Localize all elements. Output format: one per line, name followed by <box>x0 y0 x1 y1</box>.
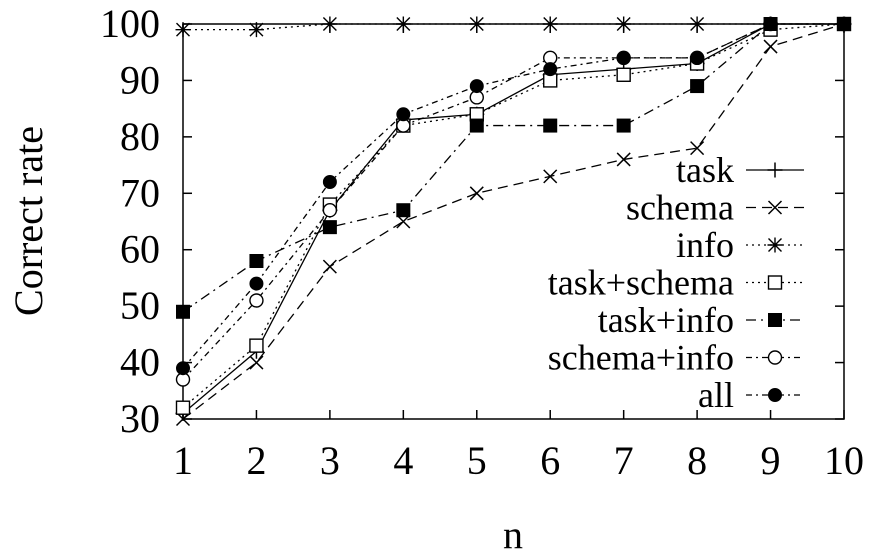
data-point-all <box>322 175 337 189</box>
legend-marker <box>767 162 783 178</box>
data-point-schema <box>763 39 778 54</box>
data-point-schema <box>322 259 337 274</box>
x-tick-label: 5 <box>467 438 487 483</box>
y-tick-label: 50 <box>120 283 160 328</box>
legend-label: all <box>698 375 734 415</box>
data-point-info <box>175 22 191 38</box>
data-point-schema-plus-info <box>322 203 338 218</box>
data-point-task-plus-info <box>543 118 558 133</box>
x-tick-label: 10 <box>824 438 864 483</box>
y-axis-label: Correct rate <box>6 126 51 316</box>
x-tick-label: 7 <box>614 438 634 483</box>
data-point-task-plus-schema <box>249 338 264 353</box>
x-tick-label: 1 <box>173 438 193 483</box>
legend-marker <box>767 275 783 290</box>
x-tick-label: 2 <box>246 438 266 483</box>
data-point-task-plus-info <box>249 254 264 268</box>
legend-label: info <box>676 225 734 265</box>
data-point-task-plus-info <box>690 79 705 94</box>
data-series <box>175 16 852 427</box>
data-point-schema <box>690 141 705 156</box>
data-point-task-plus-info <box>616 118 631 133</box>
data-point-all <box>396 107 411 122</box>
plot-frame <box>182 23 845 420</box>
x-tick-label: 9 <box>761 438 781 483</box>
data-point-task-plus-info <box>176 304 190 319</box>
series-schema-plus-info <box>175 16 852 387</box>
legend-marker <box>767 237 783 253</box>
legend-marker <box>768 313 782 327</box>
series-task-plus-info <box>176 17 851 319</box>
x-tick-label: 8 <box>687 438 707 483</box>
series-line-task-plus-schema <box>182 23 845 409</box>
data-point-info <box>469 16 485 32</box>
data-point-schema <box>543 169 558 184</box>
axis-ticks: 1 2 3 4 5 6 7 8 9 10 30 40 50 60 70 80 90 100 <box>100 1 864 483</box>
data-point-task-plus-info <box>469 118 484 133</box>
data-point-task-plus-schema <box>175 400 191 415</box>
data-point-all <box>616 50 631 65</box>
data-point-all <box>469 79 484 94</box>
data-point-info <box>542 16 558 32</box>
data-point-all <box>837 17 851 31</box>
x-tick-label: 6 <box>540 438 560 483</box>
data-point-all <box>543 62 558 77</box>
x-tick-label: 4 <box>393 438 413 483</box>
data-point-task-plus-info <box>322 220 337 235</box>
y-tick-label: 100 <box>100 1 160 46</box>
y-tick-label: 60 <box>120 227 160 272</box>
data-point-all <box>249 276 264 291</box>
legend-item-task-plus-schema: task+schema <box>548 263 804 303</box>
y-tick-label: 30 <box>120 396 160 441</box>
y-tick-label: 90 <box>120 57 160 102</box>
legend-label: schema+info <box>548 338 734 378</box>
legend-label: schema <box>626 188 734 228</box>
series-line-task <box>182 23 844 414</box>
series-line-all <box>182 23 844 369</box>
series-all <box>176 17 851 376</box>
data-point-task-plus-info <box>396 203 411 218</box>
y-tick-label: 70 <box>120 170 160 215</box>
legend-marker <box>768 388 782 402</box>
data-point-schema-plus-info <box>249 293 264 308</box>
data-point-info <box>395 16 411 32</box>
data-point-schema <box>616 152 631 167</box>
legend: taskschemainfotask+schematask+infoschema… <box>548 150 804 415</box>
legend-marker <box>767 350 783 365</box>
legend-item-task-plus-info: task+info <box>598 300 804 340</box>
data-point-schema <box>469 186 484 201</box>
data-point-task-plus-schema <box>616 67 631 82</box>
data-point-all <box>690 50 705 65</box>
data-point-info <box>248 22 264 38</box>
x-axis-label: n <box>503 512 523 555</box>
series-schema <box>175 16 852 427</box>
legend-marker <box>767 200 783 215</box>
series-line-info <box>183 23 844 31</box>
legend-item-task: task <box>676 150 804 190</box>
data-point-info <box>322 16 338 32</box>
series-info <box>175 16 852 38</box>
legend-item-schema-plus-info: schema+info <box>548 338 804 378</box>
legend-item-all: all <box>698 375 804 415</box>
legend-label: task <box>676 150 734 190</box>
data-point-schema <box>249 355 264 370</box>
data-point-all <box>176 361 190 376</box>
data-point-info <box>689 16 705 32</box>
legend-item-info: info <box>676 225 804 265</box>
legend-label: task+schema <box>548 263 734 303</box>
data-point-info <box>616 16 632 32</box>
x-tick-label: 3 <box>320 438 340 483</box>
series-line-schema <box>182 23 845 420</box>
data-point-all <box>763 17 778 31</box>
y-tick-label: 80 <box>120 114 160 159</box>
legend-item-schema: schema <box>626 188 804 228</box>
legend-label: task+info <box>598 300 734 340</box>
y-tick-label: 40 <box>120 340 160 385</box>
